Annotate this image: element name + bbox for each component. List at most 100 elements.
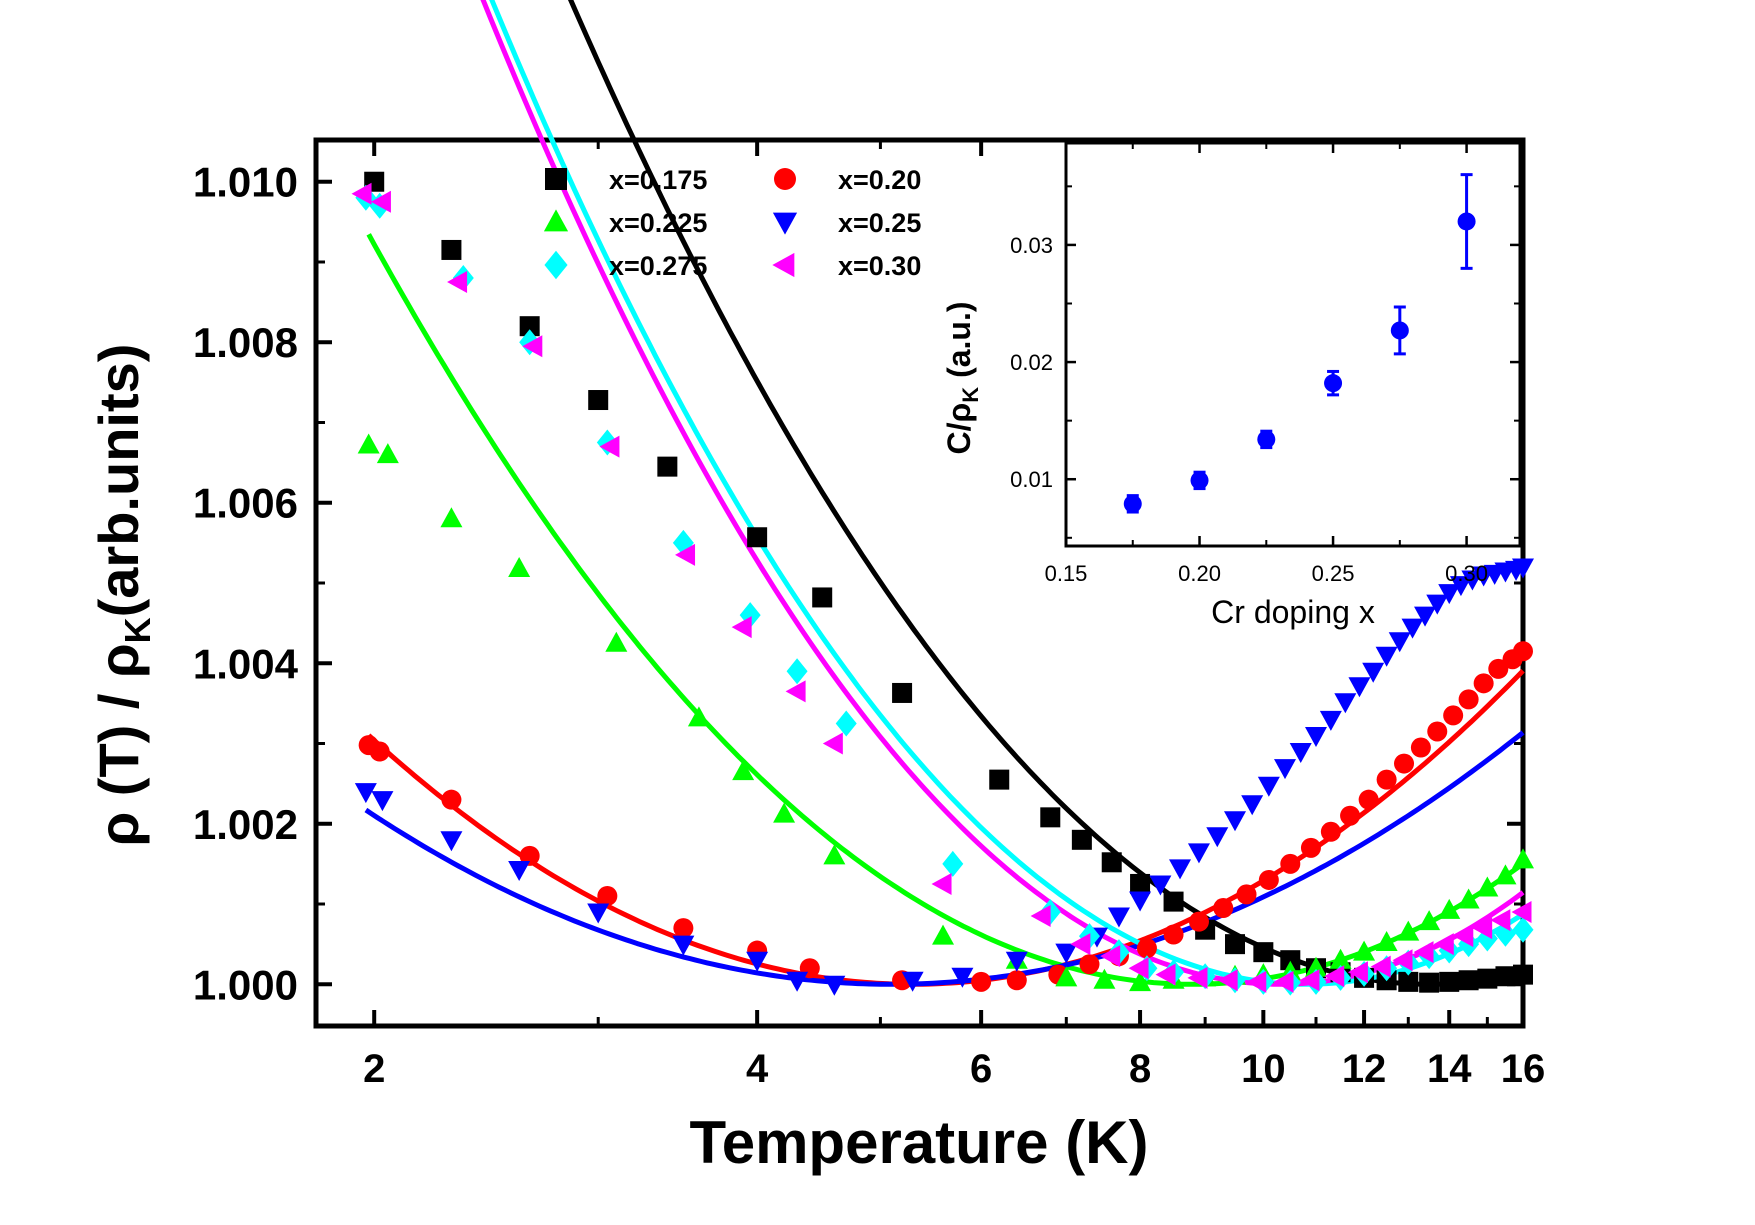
- inset-ticks: 0.15 0.20 0.25 0.30 0.01 0.02 0.03: [1010, 143, 1520, 586]
- data-point-x=0.20: [1443, 705, 1464, 726]
- data-point-x=0.20: [1358, 789, 1379, 810]
- data-point-x=0.30: [351, 182, 372, 205]
- data-point-x=0.225: [508, 557, 531, 578]
- data-point-x=0.175: [1040, 807, 1061, 828]
- data-point-x=0.225: [1418, 910, 1441, 931]
- data-point-x=0.175: [1495, 966, 1516, 987]
- data-point-x=0.25: [1512, 558, 1534, 579]
- y-axis-title: ρ (T) / ρK(arb.units): [87, 344, 158, 847]
- data-point-x=0.25: [1388, 632, 1411, 653]
- data-point-x=0.20: [1236, 884, 1257, 905]
- legend: x=0.175 x=0.20 x=0.225 x=0.25 x=0.275 x=0.30: [543, 165, 921, 281]
- main-data-points: [351, 171, 1534, 996]
- data-point-x=0.25: [1257, 776, 1280, 797]
- data-point-x=0.225: [732, 760, 755, 781]
- data-point-x=0.25: [1274, 759, 1297, 780]
- inset-y-tick-label: 0.01: [1010, 467, 1053, 492]
- data-point-x=0.175: [1101, 852, 1122, 873]
- data-point-x=0.175: [892, 682, 913, 703]
- data-point-x=0.175: [441, 239, 462, 260]
- y-tick-label: 1.002: [193, 801, 298, 848]
- data-point-x=0.175: [1071, 829, 1092, 850]
- inset-y-axis-title-main: C/ρ: [941, 403, 977, 455]
- data-point-x=0.175: [1477, 968, 1498, 989]
- inset-x-axis-title: Cr doping x: [1211, 594, 1375, 630]
- data-point-x=0.25: [371, 791, 394, 812]
- data-point-x=0.30: [785, 680, 806, 703]
- legend-marker-x=0.20: [774, 168, 796, 190]
- x-tick-label: 2: [363, 1047, 385, 1091]
- data-point-x=0.25: [1414, 606, 1437, 627]
- data-point-x=0.25: [786, 971, 809, 992]
- inset-data-point: [1257, 430, 1276, 449]
- data-point-x=0.30: [1433, 933, 1454, 956]
- data-point-x=0.20: [1340, 805, 1361, 826]
- data-point-x=0.20: [1488, 658, 1509, 679]
- data-point-x=0.25: [1206, 827, 1229, 848]
- data-point-x=0.25: [1401, 618, 1424, 639]
- y-tick-label: 1.006: [193, 480, 298, 527]
- inset-data-point: [1190, 471, 1209, 490]
- data-point-x=0.175: [657, 456, 678, 477]
- legend-label: x=0.25: [838, 208, 921, 238]
- data-point-x=0.25: [1187, 843, 1210, 864]
- data-point-x=0.25: [1362, 662, 1385, 683]
- data-point-x=0.175: [1398, 971, 1419, 992]
- data-point-x=0.275: [942, 850, 964, 877]
- x-tick-label: 10: [1241, 1047, 1286, 1091]
- data-point-x=0.30: [1187, 966, 1208, 989]
- data-point-x=0.30: [1246, 970, 1267, 993]
- data-point-x=0.225: [773, 802, 796, 823]
- data-point-x=0.20: [1136, 938, 1157, 959]
- data-point-x=0.175: [1439, 971, 1460, 992]
- data-point-x=0.30: [1413, 941, 1434, 964]
- data-point-x=0.20: [673, 918, 694, 939]
- data-point-x=0.225: [1494, 864, 1517, 885]
- data-point-x=0.20: [441, 789, 462, 810]
- x-tick-label: 4: [746, 1047, 769, 1091]
- inset-y-tick-label: 0.03: [1010, 233, 1053, 258]
- x-tick-label: 6: [970, 1047, 992, 1091]
- inset-y-axis-title-units: (a.u.): [941, 301, 977, 386]
- legend-label: x=0.275: [609, 251, 707, 281]
- data-point-x=0.30: [1070, 933, 1091, 956]
- data-point-x=0.20: [1258, 869, 1279, 890]
- data-point-x=0.175: [1419, 972, 1440, 993]
- inset-x-tick-label: 0.30: [1445, 561, 1488, 586]
- data-point-x=0.225: [1055, 966, 1078, 987]
- data-point-x=0.25: [1129, 891, 1152, 912]
- data-point-x=0.20: [1300, 837, 1321, 858]
- data-point-x=0.20: [971, 971, 992, 992]
- data-point-x=0.175: [1280, 950, 1301, 971]
- data-point-x=0.275: [1512, 916, 1534, 943]
- inset-x-tick-label: 0.25: [1312, 561, 1355, 586]
- data-point-x=0.25: [1319, 710, 1342, 731]
- inset-data-point: [1324, 374, 1343, 393]
- data-point-x=0.175: [1253, 942, 1274, 963]
- data-point-x=0.20: [1079, 954, 1100, 975]
- data-point-x=0.30: [1217, 969, 1238, 992]
- inset-frame: [1064, 141, 1522, 548]
- y-tick-label: 1.008: [193, 319, 298, 366]
- data-point-x=0.25: [746, 951, 769, 972]
- data-point-x=0.225: [1457, 888, 1480, 909]
- data-point-x=0.175: [1225, 934, 1246, 955]
- data-point-x=0.175: [519, 316, 540, 337]
- inset-data-point: [1457, 212, 1476, 231]
- data-point-x=0.275: [1494, 920, 1516, 947]
- data-point-x=0.275: [786, 658, 808, 685]
- data-point-x=0.175: [812, 587, 833, 608]
- data-point-x=0.20: [1163, 924, 1184, 945]
- data-point-x=0.225: [1129, 971, 1152, 992]
- data-point-x=0.25: [951, 967, 974, 988]
- data-point-x=0.30: [1347, 961, 1368, 984]
- data-point-x=0.225: [1512, 848, 1534, 869]
- data-point-x=0.175: [747, 527, 768, 548]
- data-point-x=0.20: [597, 885, 618, 906]
- data-point-x=0.30: [522, 335, 543, 358]
- data-point-x=0.25: [901, 971, 924, 992]
- data-point-x=0.30: [1370, 955, 1391, 978]
- fit-curve-x=0.275: [489, 0, 1525, 987]
- data-point-x=0.25: [440, 831, 463, 852]
